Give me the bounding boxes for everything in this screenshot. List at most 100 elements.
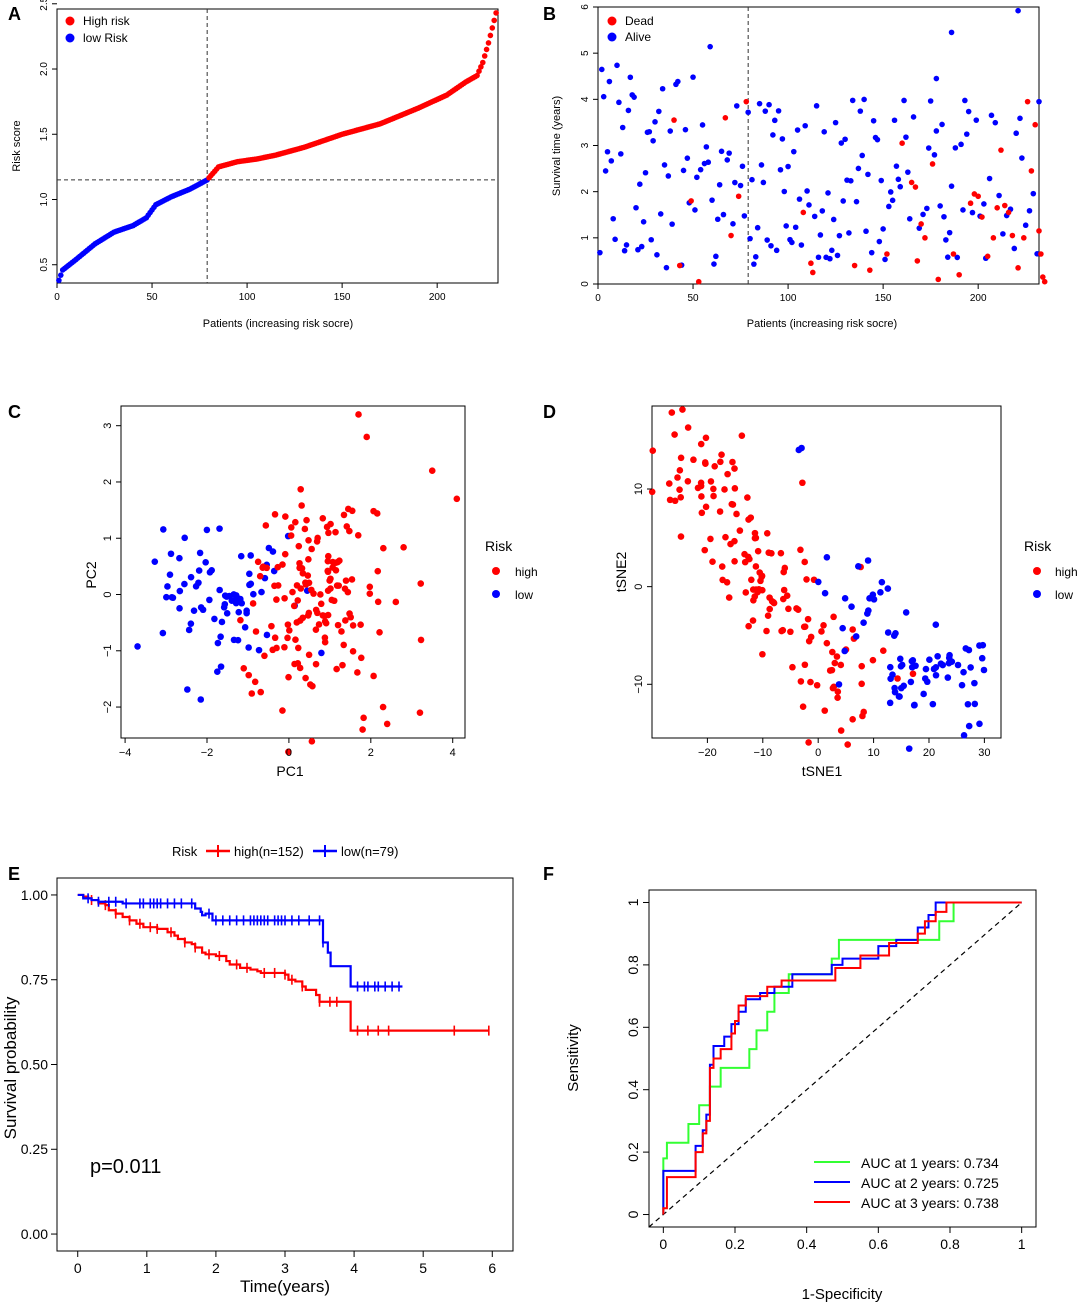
low-point [866,595,873,602]
dead-point [728,232,734,239]
dead-point [695,278,702,285]
high-point [837,727,845,734]
low-point [237,552,245,560]
x-tick-label: −20 [698,747,717,759]
high-point [341,585,349,593]
panel-c-legend-title: Risk [485,538,513,554]
y-tick-label: 0.25 [21,1141,48,1157]
risk-point [485,40,492,46]
high-point [710,485,717,493]
risk-point [493,10,499,16]
alive-point [675,78,681,85]
alive-point [783,223,789,229]
alive-point [690,74,696,80]
high-point [296,559,303,567]
alive-point [730,221,736,227]
alive-point [920,211,926,218]
alive-point [790,148,797,155]
high-point [303,516,310,524]
legend-low-marker [492,590,500,598]
high-point [261,652,268,660]
alive-point [865,171,871,178]
alive-point [962,97,968,104]
low-point [848,603,855,611]
high-point [293,582,301,589]
dead-point [671,117,677,123]
panel-f-axes: 0 0.2 0.4 0.6 0.8 1 0 0.2 0.4 0.6 0.8 1 [625,898,1026,1252]
low-point [864,557,872,564]
high-point [711,463,719,470]
alive-point [768,242,774,249]
low-point [944,674,952,681]
high-point [702,434,710,442]
high-point [801,623,809,631]
high-point [299,569,307,577]
alive-point [642,169,649,176]
panel-b-points [597,7,1048,285]
high-point [347,613,354,621]
low-point [971,679,978,687]
low-point [159,526,167,533]
high-point [718,451,725,458]
panel-c-ylabel: PC2 [83,561,99,588]
high-point [834,688,842,695]
alive-point [713,253,719,260]
high-point [273,596,280,603]
low-point [163,593,170,601]
high-point [360,714,367,722]
high-point [869,656,877,664]
dead-point [1032,121,1038,128]
low-point [964,700,972,708]
panel-e-axes: 0 1 2 3 4 5 6 0.00 0.25 0.50 0.75 1.00 [21,887,497,1276]
high-point [697,479,705,487]
y-tick-label: 10 [633,483,645,495]
low-point [878,578,886,586]
low-point [190,607,198,614]
low-point [196,549,204,557]
low-point [971,700,979,708]
alive-point [766,101,772,108]
high-point [301,525,309,533]
high-point [332,528,339,536]
y-tick-label: 0.75 [21,972,48,988]
low-point [978,654,986,662]
high-point [268,622,275,630]
low-point [247,580,255,588]
alive-point [811,213,818,220]
high-point [758,573,766,581]
high-point [829,684,837,692]
alive-point [599,66,605,73]
alive-point [925,145,932,151]
alive-point [889,197,896,204]
high-point [794,606,802,613]
dead-point [975,193,981,200]
panel-b-frame [597,6,1040,285]
panel-d-letter: D [543,402,556,422]
alive-point [944,254,951,260]
high-point [325,529,332,537]
alive-point [943,237,949,243]
high-point [295,542,303,550]
high-point [738,432,746,439]
legend-low-marker [1033,590,1041,598]
high-point [310,590,317,597]
low-point [184,686,191,693]
high-point [763,529,771,537]
alive-point [1036,98,1042,105]
high-point [271,634,279,642]
panel-a-letter: A [8,4,21,24]
low-point [912,662,919,670]
alive-point [910,114,917,120]
high-point [319,514,327,522]
high-point [829,648,836,656]
risk-point [483,46,490,53]
alive-point [905,169,911,175]
high-point [314,609,321,617]
risk-point [481,53,488,59]
high-point [789,663,796,671]
low-point [199,606,207,614]
alive-point [806,202,812,208]
x-tick-label: 4 [350,1260,358,1276]
low-point [897,684,905,692]
low-point [965,646,973,654]
